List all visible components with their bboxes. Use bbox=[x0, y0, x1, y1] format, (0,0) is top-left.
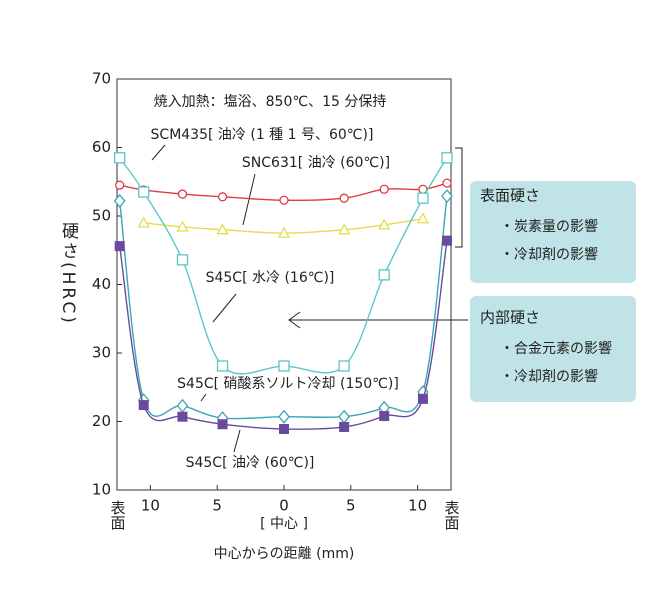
y-tick-label: 30 bbox=[92, 344, 111, 362]
y-tick-label: 40 bbox=[92, 275, 111, 293]
y-tick-label: 10 bbox=[92, 481, 111, 499]
marker bbox=[441, 189, 453, 204]
box-item: ・合金元素の影響 bbox=[500, 340, 612, 357]
y-tick-label: 20 bbox=[92, 412, 111, 430]
marker bbox=[338, 223, 351, 235]
marker bbox=[177, 189, 188, 199]
info-box bbox=[470, 181, 636, 283]
marker bbox=[339, 421, 350, 432]
series-label: SCM435[ 油冷 (1 種 1 号、60℃)] bbox=[151, 127, 374, 143]
y-tick-label: 60 bbox=[92, 138, 111, 156]
series-line bbox=[118, 240, 448, 430]
marker bbox=[217, 419, 228, 430]
marker bbox=[378, 269, 390, 281]
marker bbox=[339, 193, 349, 203]
marker bbox=[138, 186, 150, 198]
x-tick-label: 10 bbox=[408, 497, 427, 515]
marker bbox=[279, 424, 289, 435]
marker bbox=[216, 223, 229, 235]
x-axis-label: 中心からの距離 (mm) bbox=[214, 545, 355, 562]
series-label: S45C[ 油冷 (60℃)] bbox=[186, 455, 315, 471]
marker bbox=[417, 393, 428, 404]
marker bbox=[338, 409, 350, 424]
marker bbox=[442, 178, 452, 188]
x-tick-label: 5 bbox=[212, 497, 222, 515]
marker bbox=[138, 400, 149, 411]
marker bbox=[379, 184, 389, 194]
x-tick-label: 0 bbox=[279, 497, 289, 515]
marker bbox=[416, 212, 430, 224]
x-axis-center-label: [ 中心 ] bbox=[260, 516, 308, 532]
x-tick-label: 表面 bbox=[109, 500, 127, 530]
series-label: S45C[ 硝酸系ソルト冷却 (150℃)] bbox=[177, 376, 399, 392]
marker bbox=[114, 152, 126, 164]
marker bbox=[278, 360, 290, 372]
marker bbox=[441, 235, 452, 246]
marker bbox=[113, 193, 126, 208]
x-tick-label: 5 bbox=[346, 497, 356, 515]
y-axis-label: 硬さ(HRC) bbox=[58, 222, 79, 326]
marker bbox=[137, 216, 150, 228]
box-item: ・炭素量の影響 bbox=[500, 218, 598, 235]
box-item: ・冷却剤の影響 bbox=[500, 368, 598, 385]
x-tick-label: 10 bbox=[141, 497, 160, 515]
marker bbox=[441, 152, 453, 164]
marker bbox=[176, 254, 189, 266]
marker bbox=[379, 411, 390, 422]
marker bbox=[279, 195, 289, 205]
marker bbox=[378, 218, 391, 230]
series-line bbox=[119, 157, 448, 375]
marker bbox=[217, 192, 228, 202]
y-tick-label: 70 bbox=[92, 70, 111, 88]
marker bbox=[176, 398, 189, 413]
marker bbox=[277, 226, 291, 238]
series-label: S45C[ 水冷 (16℃)] bbox=[206, 270, 335, 286]
annotation: 焼入加熱：塩浴、850℃、15 分保持 bbox=[154, 94, 387, 110]
marker bbox=[177, 411, 188, 422]
y-tick-label: 50 bbox=[92, 207, 111, 225]
x-tick-label: 表面 bbox=[443, 500, 461, 530]
marker bbox=[216, 360, 229, 372]
box-title: 表面硬さ bbox=[480, 187, 540, 205]
marker bbox=[417, 192, 429, 204]
marker bbox=[338, 360, 350, 372]
info-box bbox=[470, 296, 636, 402]
leaders bbox=[151, 144, 468, 453]
marker bbox=[114, 241, 125, 252]
box-group bbox=[470, 181, 636, 402]
series-label: SNC631[ 油冷 (60℃)] bbox=[242, 155, 390, 171]
box-item: ・冷却剤の影響 bbox=[500, 246, 598, 263]
marker bbox=[115, 180, 125, 190]
box-title: 内部硬さ bbox=[480, 309, 540, 327]
marker bbox=[176, 220, 189, 232]
marker bbox=[278, 409, 290, 424]
